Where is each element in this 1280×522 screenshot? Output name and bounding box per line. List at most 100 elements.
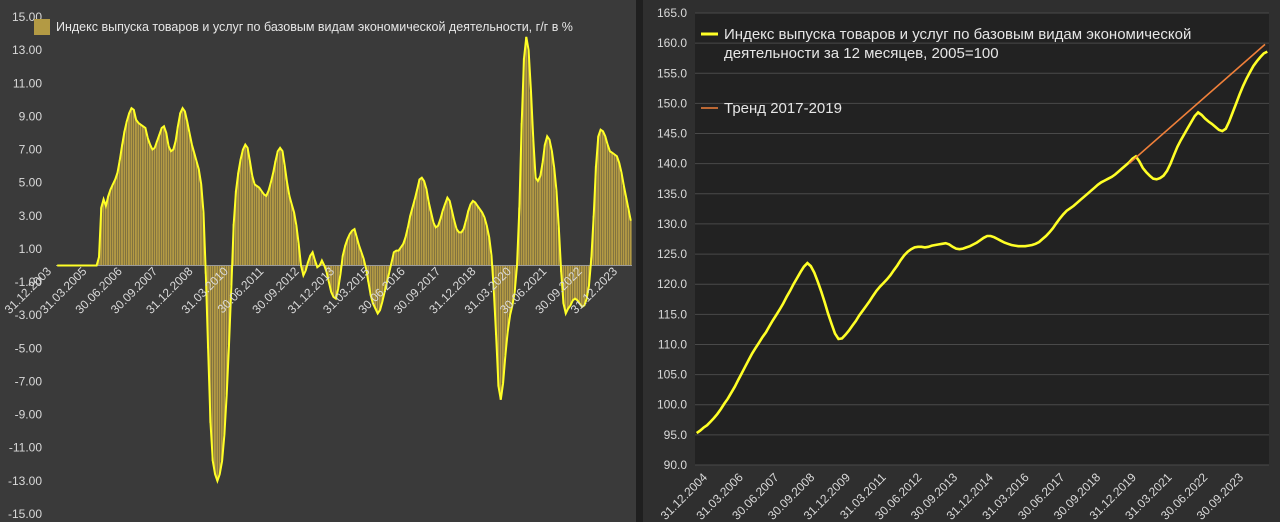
yoy-bar bbox=[234, 190, 237, 266]
yoy-bar bbox=[344, 245, 346, 266]
yoy-bar bbox=[597, 136, 600, 266]
yoy-bar bbox=[627, 209, 630, 266]
right-y-tick-label: 165.0 bbox=[657, 6, 687, 20]
yoy-bar bbox=[281, 151, 284, 266]
yoy-bar bbox=[618, 162, 620, 266]
yoy-bar bbox=[611, 152, 614, 266]
yoy-bar bbox=[206, 265, 209, 349]
yoy-bar bbox=[448, 200, 451, 266]
yoy-bar bbox=[513, 265, 516, 293]
left-y-tick-label: -3.00 bbox=[15, 308, 43, 322]
yoy-bar bbox=[539, 176, 542, 266]
yoy-bar bbox=[532, 139, 535, 266]
yoy-bar bbox=[313, 260, 316, 266]
right-y-tick-label: 90.0 bbox=[664, 458, 688, 472]
yoy-bar bbox=[606, 144, 609, 266]
yoy-bar bbox=[429, 212, 432, 266]
yoy-bar bbox=[285, 182, 288, 266]
yoy-bar bbox=[160, 128, 163, 266]
yoy-bar bbox=[385, 265, 388, 283]
yoy-bar bbox=[562, 265, 565, 304]
yoy-bar bbox=[167, 146, 170, 266]
yoy-bar bbox=[125, 121, 128, 266]
yoy-bar bbox=[450, 210, 453, 266]
yoy-bar bbox=[529, 91, 532, 266]
yoy-bar bbox=[474, 202, 476, 266]
yoy-bar bbox=[580, 265, 583, 307]
right-y-tick-label: 145.0 bbox=[657, 127, 687, 141]
yoy-bar bbox=[422, 181, 425, 266]
yoy-bar bbox=[420, 177, 423, 266]
left-y-tick-label: 3.00 bbox=[19, 209, 43, 223]
left-y-tick-label: -5.00 bbox=[15, 341, 43, 355]
left-y-tick-label: -11.00 bbox=[9, 441, 42, 455]
yoy-bar bbox=[541, 162, 544, 266]
yoy-bar bbox=[622, 185, 625, 266]
yoy-bar bbox=[246, 147, 249, 266]
yoy-bar bbox=[134, 119, 137, 266]
yoy-bar bbox=[483, 217, 486, 266]
yoy-bar bbox=[571, 265, 574, 301]
yoy-bar bbox=[239, 159, 242, 266]
yoy-bar bbox=[355, 237, 358, 266]
yoy-bar bbox=[471, 200, 474, 266]
yoy-bar bbox=[288, 195, 291, 266]
yoy-bar bbox=[587, 265, 590, 286]
yoy-bar bbox=[292, 212, 295, 266]
yoy-bar bbox=[569, 265, 572, 306]
yoy-bar bbox=[258, 187, 260, 266]
right-y-tick-label: 130.0 bbox=[657, 217, 687, 231]
index-series-line bbox=[695, 50, 1268, 435]
left-y-tick-label: 11.00 bbox=[13, 76, 42, 90]
yoy-bar bbox=[118, 159, 121, 266]
yoy-bar bbox=[244, 144, 247, 266]
index-line-chart: 165.0 160.0 155.0 150.0 145.0 140.0 135.0 130.0… bbox=[657, 6, 1269, 522]
yoy-bar bbox=[504, 265, 507, 355]
yoy-bar bbox=[109, 189, 112, 266]
yoy-bar bbox=[464, 220, 467, 266]
yoy-bar bbox=[439, 219, 442, 266]
yoy-bar bbox=[334, 265, 337, 299]
yoy-bar bbox=[181, 108, 184, 266]
yoy-bar bbox=[369, 265, 372, 296]
yoy-bar bbox=[585, 265, 588, 299]
yoy-bar bbox=[576, 265, 579, 301]
yoy-bar bbox=[107, 195, 110, 266]
yoy-bar bbox=[592, 215, 595, 266]
yoy-bar bbox=[251, 176, 254, 266]
yoy-bar bbox=[455, 229, 458, 266]
legend-label-index: Индекс выпуска товаров и услуг по базовы… bbox=[724, 26, 1191, 62]
yoy-bar bbox=[348, 234, 351, 266]
yoy-bar bbox=[443, 204, 446, 266]
yoy-bar bbox=[497, 265, 500, 387]
yoy-bar bbox=[121, 144, 123, 266]
yoy-bar bbox=[436, 225, 439, 266]
yoy-bar bbox=[413, 199, 416, 266]
yoy-bar bbox=[104, 205, 107, 266]
yoy-bar bbox=[620, 172, 623, 266]
yoy-bar bbox=[130, 108, 133, 266]
yoy-bar bbox=[601, 131, 604, 266]
yoy-bar bbox=[520, 123, 523, 266]
yoy-bar bbox=[186, 121, 188, 266]
yoy-bar bbox=[395, 250, 398, 266]
left-y-tick-label: -7.00 bbox=[15, 374, 43, 388]
yoy-bar bbox=[594, 166, 597, 266]
yoy-bar bbox=[357, 245, 360, 266]
yoy-bar bbox=[144, 128, 147, 266]
yoy-bar bbox=[241, 149, 244, 266]
yoy-bar bbox=[399, 247, 402, 266]
yoy-bar bbox=[411, 207, 414, 266]
yoy-bar bbox=[213, 265, 216, 475]
yoy-bar bbox=[604, 136, 607, 266]
yoy-bar bbox=[481, 212, 483, 266]
yoy-bar bbox=[462, 229, 465, 266]
yoy-bar bbox=[327, 265, 330, 283]
yoy-bar bbox=[276, 151, 279, 266]
yoy-bar bbox=[441, 210, 444, 266]
yoy-bar bbox=[311, 252, 314, 266]
yoy-bar bbox=[267, 190, 270, 266]
yoy-bar bbox=[543, 144, 546, 266]
yoy-bar bbox=[100, 207, 103, 266]
right-y-tick-label: 150.0 bbox=[657, 96, 687, 110]
